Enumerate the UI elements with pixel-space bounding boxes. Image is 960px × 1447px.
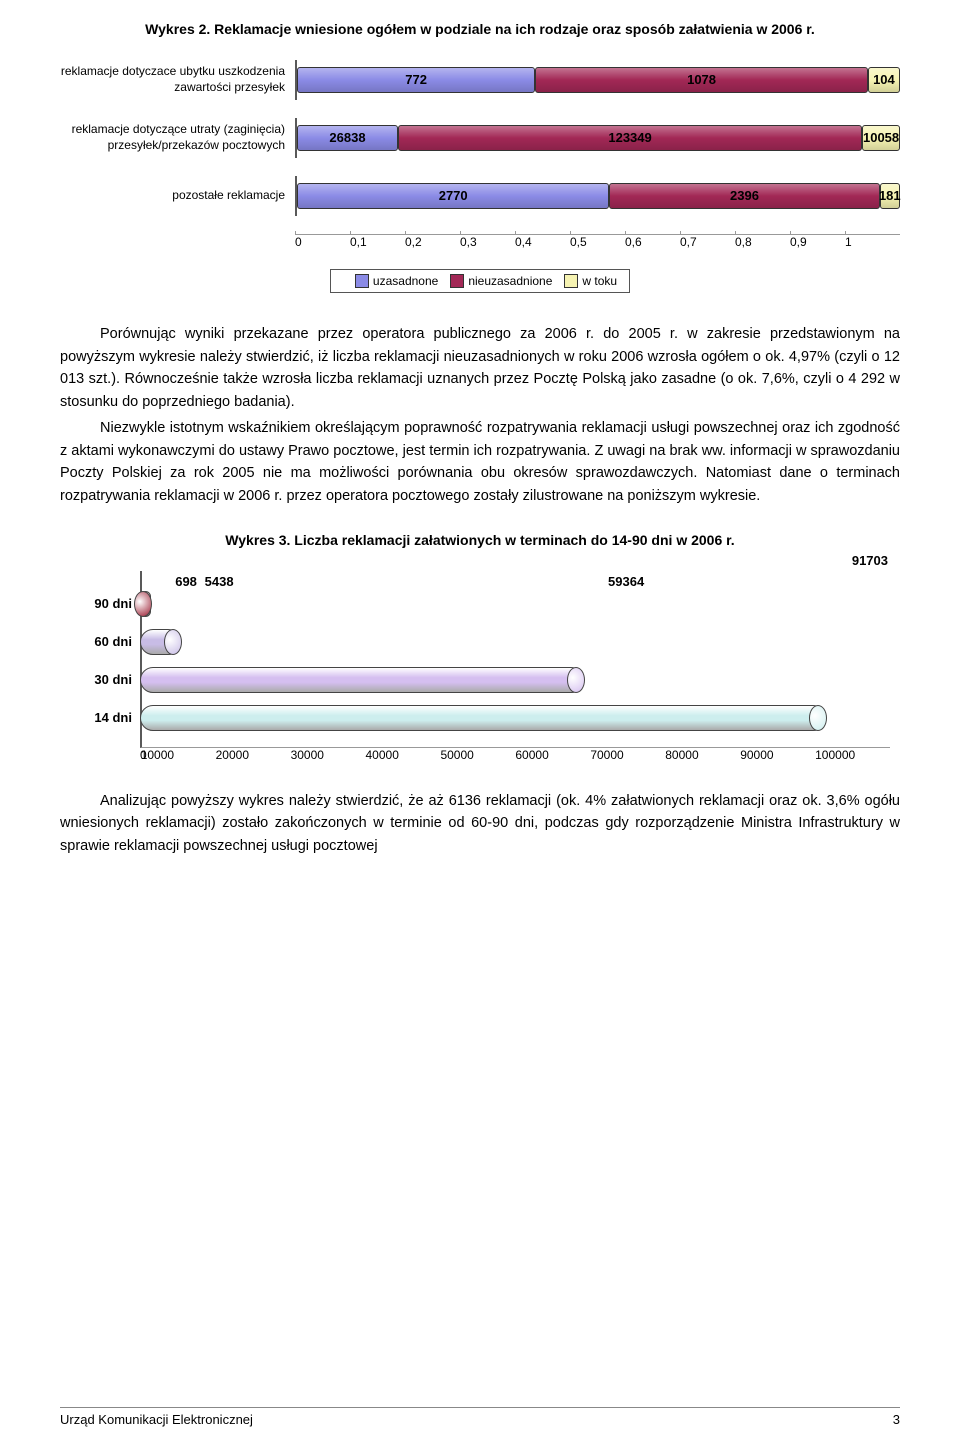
paragraph-1: Porównując wyniki przekazane przez opera… — [60, 323, 900, 413]
chart2-axis-tick: 0,1 — [350, 235, 405, 249]
chart3-bar-label: 90 dni — [72, 596, 140, 611]
chart2-axis-tick: 0,9 — [790, 235, 845, 249]
chart2-segment: 181 — [880, 183, 900, 209]
chart2-segment-value: 2396 — [730, 188, 759, 203]
chart2-segment-value: 10058 — [863, 130, 899, 145]
chart2-segment-value: 1078 — [687, 72, 716, 87]
chart2-axis-tick: 0,4 — [515, 235, 570, 249]
chart2-row-label: pozostałe reklamacje — [60, 188, 295, 204]
chart2-segment: 772 — [297, 67, 535, 93]
chart3-bar-value: 5438 — [205, 574, 234, 589]
chart2-segment-value: 104 — [873, 72, 895, 87]
chart2-axis-tick: 0 — [295, 235, 350, 249]
chart2-segment: 10058 — [862, 125, 900, 151]
chart3-bar-label: 60 dni — [72, 634, 140, 649]
chart3-bar-row: 30 dni59364 — [142, 667, 890, 693]
body-text-1: Porównując wyniki przekazane przez opera… — [60, 323, 900, 507]
chart3-axis-tick: 40000 — [366, 748, 441, 762]
legend-label: w toku — [582, 274, 617, 288]
chart2-segment: 2396 — [609, 183, 879, 209]
chart2-segment-value: 123349 — [608, 130, 651, 145]
chart3-axis-tick: 20000 — [216, 748, 291, 762]
chart2-row-pozostale: pozostałe reklamacje 2770 2396 181 — [60, 176, 900, 216]
legend-label: uzasadnone — [373, 274, 438, 288]
body-text-2: Analizując powyższy wykres należy stwier… — [60, 790, 900, 857]
footer-page-number: 3 — [893, 1412, 900, 1427]
page-footer: Urząd Komunikacji Elektronicznej 3 — [60, 1407, 900, 1427]
chart2-axis-tick: 0,3 — [460, 235, 515, 249]
chart3-axis-tick: 70000 — [590, 748, 665, 762]
chart2-row-label: reklamacje dotyczące utraty (zaginięcia)… — [60, 122, 295, 153]
chart3-bar-row: 14 dni91703 — [142, 705, 890, 731]
chart2-axis-tick: 0,6 — [625, 235, 680, 249]
chart3-bar-value: 698 — [175, 574, 197, 589]
chart2-segment-value: 772 — [405, 72, 427, 87]
chart2: reklamacje dotyczace ubytku uszkodzenia … — [60, 60, 900, 294]
chart2-segment: 1078 — [535, 67, 868, 93]
chart3-bar-row: 90 dni698 — [142, 591, 890, 617]
chart3-axis-tick: 80000 — [665, 748, 740, 762]
chart3-axis-tick: 10000 — [141, 748, 216, 762]
chart2-legend: uzasadnone nieuzasadnione w toku — [330, 269, 630, 294]
chart2-title: Wykres 2. Reklamacje wniesione ogółem w … — [60, 20, 900, 40]
chart2-row-ubytku: reklamacje dotyczace ubytku uszkodzenia … — [60, 60, 900, 100]
chart2-segment: 26838 — [297, 125, 398, 151]
chart3-bar — [140, 705, 826, 731]
chart3-axis-tick: 90000 — [740, 748, 815, 762]
chart2-segment: 2770 — [297, 183, 609, 209]
chart2-axis-tick: 0,8 — [735, 235, 790, 249]
chart2-row-utraty: reklamacje dotyczące utraty (zaginięcia)… — [60, 118, 900, 158]
chart2-axis-tick: 0,7 — [680, 235, 735, 249]
chart2-axis-tick: 0,2 — [405, 235, 460, 249]
chart3-axis-tick: 100000 — [815, 748, 890, 762]
chart3-bar — [140, 629, 181, 655]
legend-swatch — [564, 274, 578, 288]
legend-label: nieuzasadnione — [468, 274, 552, 288]
legend-swatch — [450, 274, 464, 288]
chart2-segment-value: 26838 — [329, 130, 365, 145]
chart3-axis-tick: 50000 — [440, 748, 515, 762]
chart3-bar-label: 30 dni — [72, 672, 140, 687]
chart3-bar-label: 14 dni — [72, 710, 140, 725]
chart3-bar-value: 59364 — [608, 574, 644, 589]
chart2-axis-tick: 0,5 — [570, 235, 625, 249]
chart2-row-label: reklamacje dotyczace ubytku uszkodzenia … — [60, 64, 295, 95]
paragraph-3: Analizując powyższy wykres należy stwier… — [60, 790, 900, 857]
chart3-bar — [140, 591, 151, 617]
chart2-segment-value: 2770 — [439, 188, 468, 203]
chart3-bar-value: 91703 — [852, 553, 888, 568]
chart3-axis-tick: 30000 — [291, 748, 366, 762]
chart3-axis-tick: 60000 — [515, 748, 590, 762]
legend-swatch — [355, 274, 369, 288]
chart3-title: Wykres 3. Liczba reklamacji załatwionych… — [60, 531, 900, 551]
chart3-bar — [140, 667, 584, 693]
chart3-bar-row: 60 dni5438 — [142, 629, 890, 655]
footer-left: Urząd Komunikacji Elektronicznej — [60, 1412, 253, 1427]
chart2-axis-tick: 1 — [845, 235, 900, 249]
paragraph-2: Niezwykle istotnym wskaźnikiem określają… — [60, 417, 900, 507]
chart2-segment-value: 181 — [879, 188, 901, 203]
chart2-segment: 104 — [868, 67, 900, 93]
chart2-segment: 123349 — [398, 125, 862, 151]
chart3: 90 dni69860 dni543830 dni5936414 dni9170… — [60, 571, 900, 762]
